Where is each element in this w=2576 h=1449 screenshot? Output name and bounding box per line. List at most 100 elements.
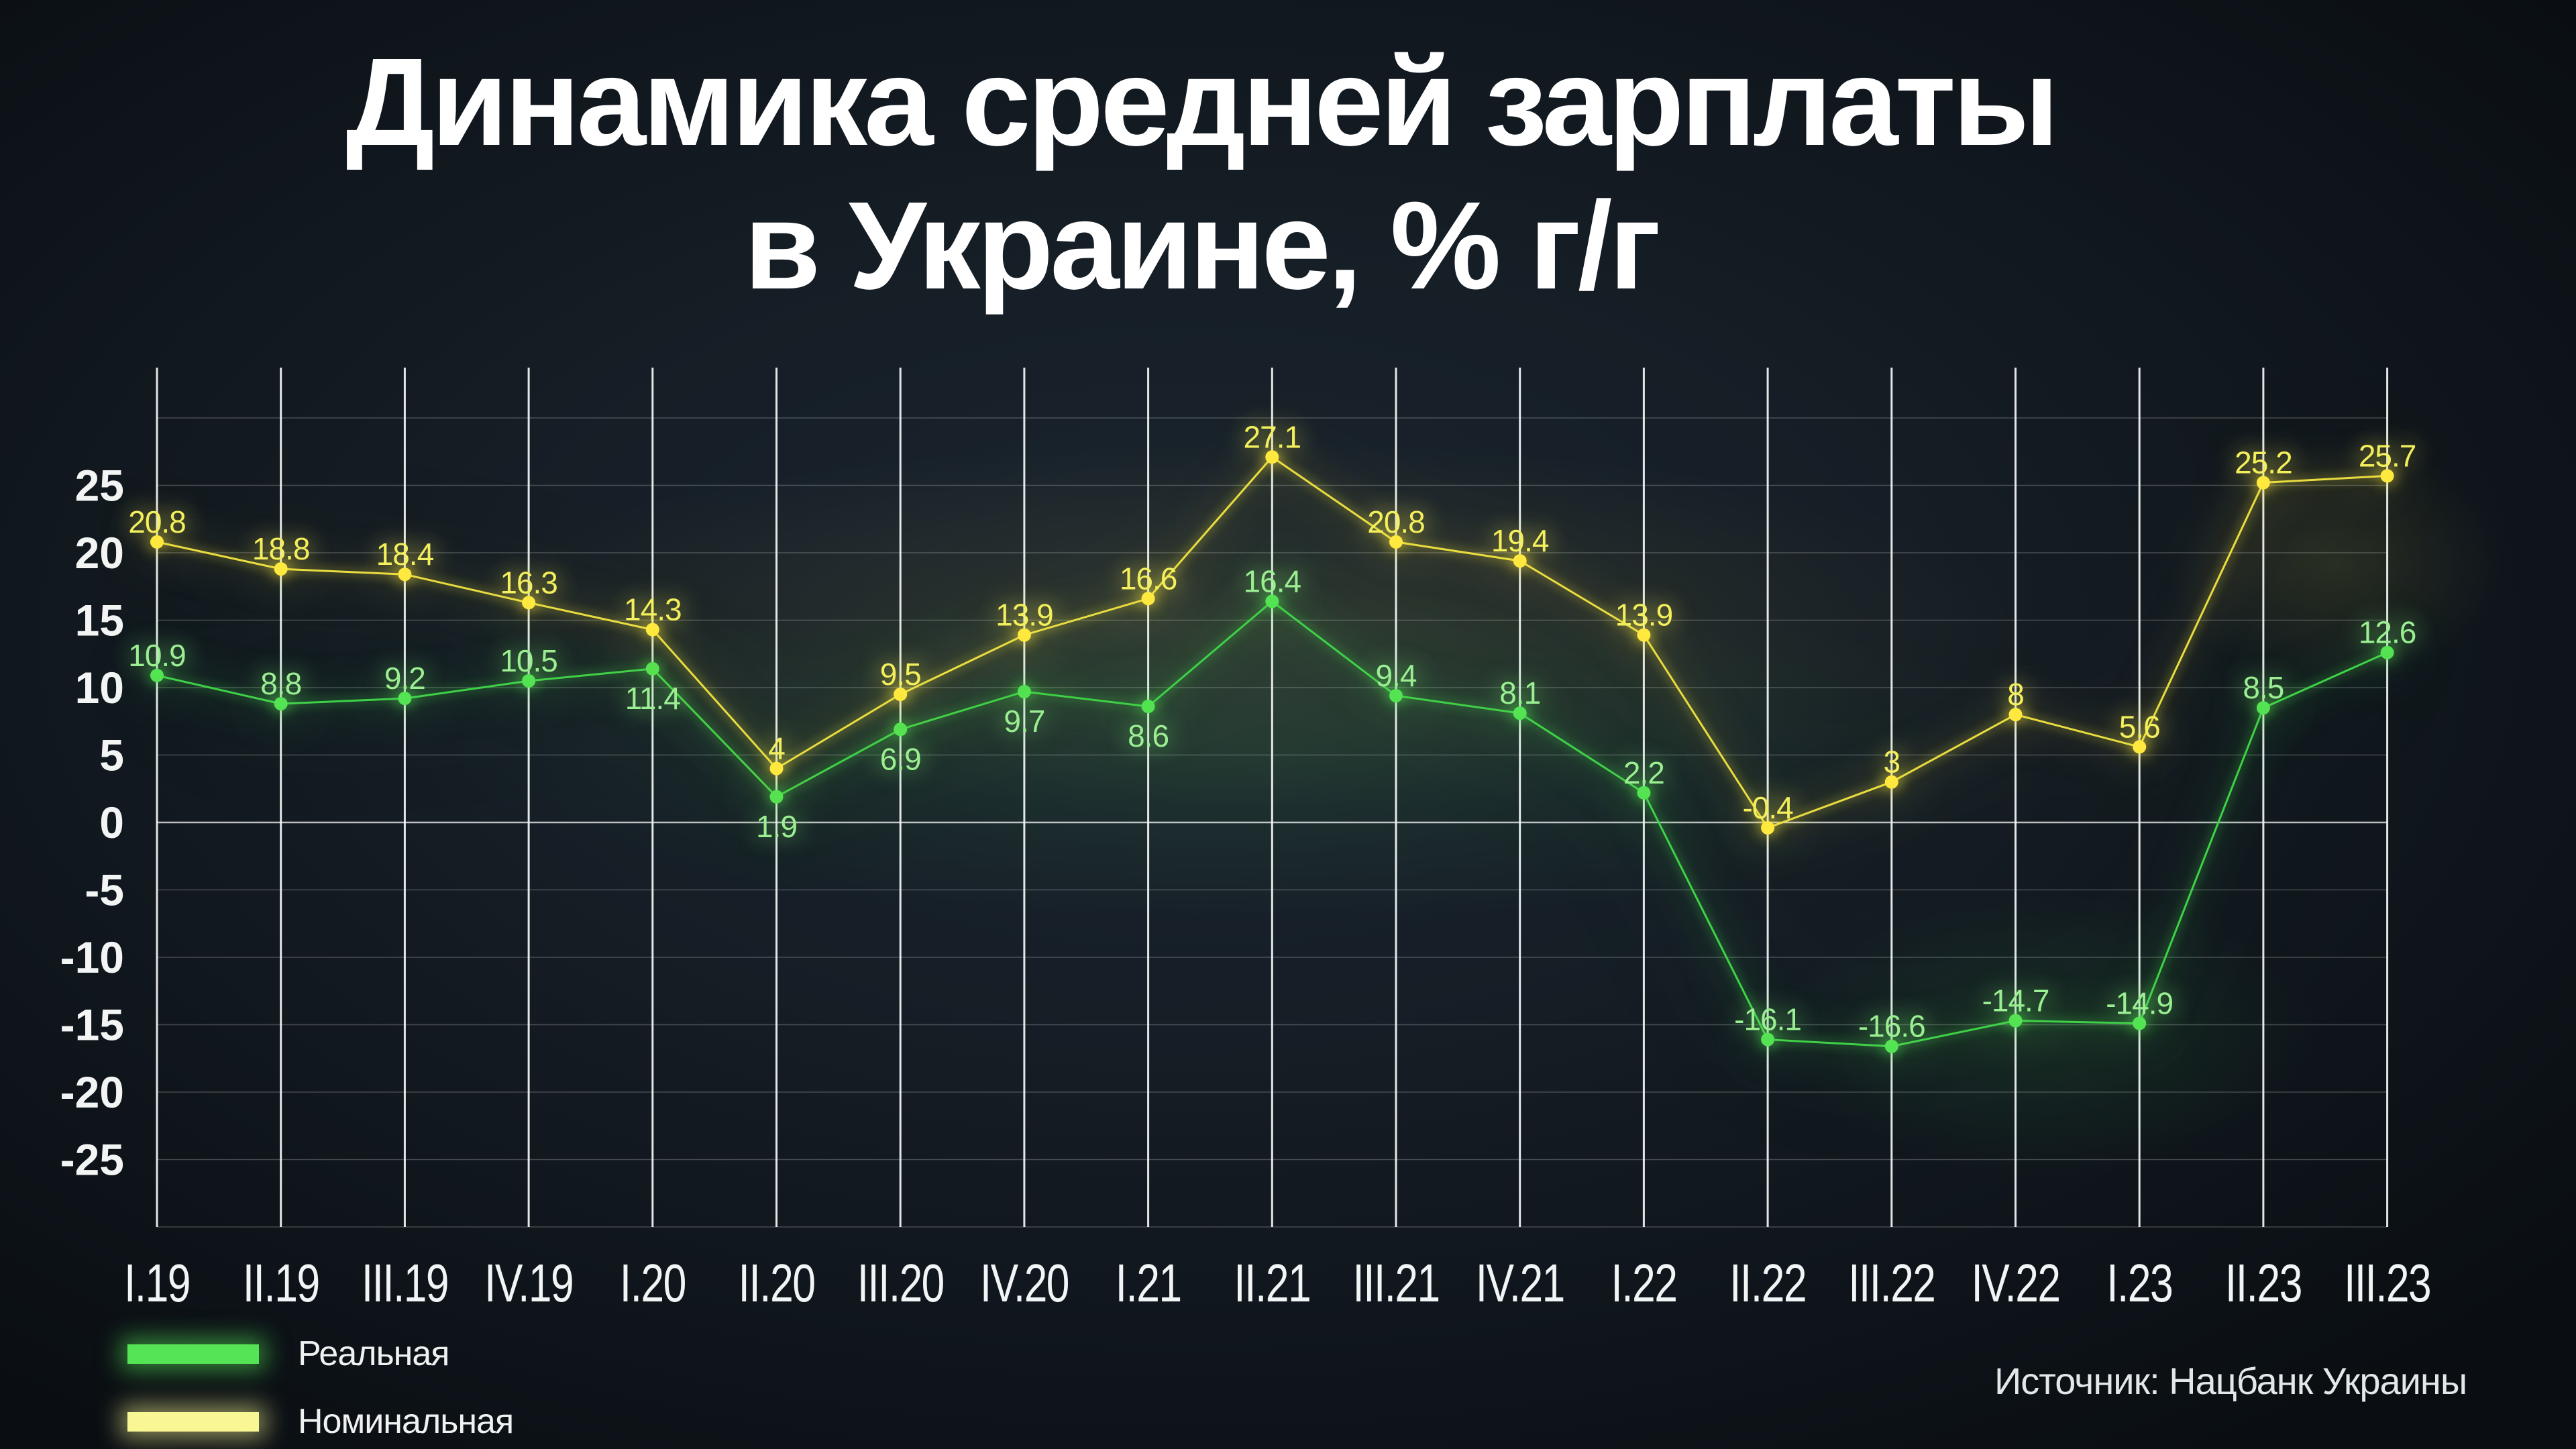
- data-label-nominal: 25.2: [2235, 445, 2292, 480]
- data-point-real: [398, 692, 412, 706]
- x-tick-label: III.21: [1353, 1253, 1440, 1313]
- x-tick-label: III.19: [362, 1253, 448, 1313]
- x-tick-label: II.23: [2225, 1253, 2302, 1313]
- x-tick-label: II.21: [1234, 1253, 1310, 1313]
- data-label-real: -16.6: [1858, 1009, 1925, 1044]
- y-tick-label: 0: [99, 798, 124, 847]
- data-label-real: 9.2: [384, 661, 425, 696]
- data-label-nominal: 18.8: [252, 531, 310, 566]
- data-point-nominal: [645, 623, 659, 637]
- data-label-nominal: 4: [768, 731, 785, 766]
- data-label-nominal: 18.4: [376, 537, 434, 572]
- data-label-nominal: 27.1: [1244, 419, 1301, 454]
- data-point-real: [1017, 685, 1031, 698]
- legend-label-nominal: Номинальная: [298, 1402, 514, 1441]
- data-label-nominal: 5.6: [2119, 709, 2160, 744]
- data-label-nominal: 3: [1884, 745, 1900, 780]
- data-point-nominal: [274, 562, 288, 576]
- data-point-nominal: [1265, 450, 1279, 464]
- data-point-real: [645, 661, 659, 676]
- data-label-nominal: 20.8: [128, 504, 186, 539]
- data-label-real: 10.9: [128, 638, 186, 673]
- legend-swatch-real: [127, 1344, 259, 1364]
- data-point-real: [2380, 645, 2394, 659]
- data-label-nominal: 16.3: [500, 565, 557, 600]
- legend: Реальная Номинальная: [127, 1334, 514, 1442]
- data-label-nominal: 25.7: [2359, 438, 2416, 473]
- y-tick-label: 5: [99, 731, 124, 780]
- data-point-real: [150, 668, 164, 682]
- data-label-nominal: 8: [2007, 677, 2024, 712]
- data-point-nominal: [1637, 628, 1651, 642]
- legend-item-real: Реальная: [127, 1334, 513, 1374]
- data-label-real: 11.4: [625, 681, 681, 716]
- legend-label-real: Реальная: [298, 1334, 449, 1373]
- data-point-nominal: [1884, 775, 1898, 789]
- data-label-nominal: 20.8: [1367, 504, 1425, 539]
- x-tick-label: IV.22: [1972, 1253, 2060, 1313]
- data-point-real: [1761, 1032, 1775, 1046]
- y-tick-label: -15: [60, 1000, 124, 1050]
- data-point-real: [2133, 1016, 2147, 1030]
- data-point-real: [274, 697, 288, 711]
- x-tick-label: I.22: [1611, 1253, 1676, 1313]
- data-point-real: [2256, 701, 2270, 715]
- data-label-real: 9.7: [1004, 704, 1044, 739]
- data-point-nominal: [522, 596, 536, 610]
- data-point-nominal: [2008, 708, 2023, 722]
- data-point-nominal: [398, 568, 412, 582]
- data-point-real: [894, 722, 908, 737]
- data-label-real: 8.8: [260, 666, 301, 701]
- data-point-nominal: [769, 761, 784, 775]
- data-label-real: 8.5: [2243, 670, 2284, 705]
- data-label-real: 16.4: [1244, 564, 1301, 598]
- y-tick-label: -25: [60, 1135, 124, 1185]
- data-label-nominal: 13.9: [996, 598, 1053, 633]
- x-tick-label: III.23: [2344, 1253, 2430, 1313]
- data-point-nominal: [1513, 554, 1527, 568]
- source-credit: Источник: Нацбанк Украины: [1994, 1360, 2467, 1402]
- x-tick-label: III.22: [1848, 1253, 1935, 1313]
- data-point-nominal: [2256, 476, 2270, 490]
- data-point-real: [1884, 1039, 1898, 1053]
- y-tick-label: -5: [85, 865, 124, 915]
- data-point-nominal: [894, 688, 908, 701]
- x-tick-label: II.19: [243, 1253, 319, 1313]
- y-tick-label: 15: [75, 596, 124, 645]
- x-tick-label: II.22: [1729, 1253, 1806, 1313]
- y-tick-label: -20: [60, 1067, 124, 1117]
- data-label-real: 8.1: [1499, 676, 1540, 710]
- data-label-real: 6.9: [880, 741, 921, 776]
- data-point-real: [2008, 1014, 2023, 1028]
- y-tick-label: 10: [75, 663, 124, 712]
- data-point-nominal: [1389, 535, 1403, 549]
- data-point-real: [1637, 786, 1651, 800]
- legend-item-nominal: Номинальная: [127, 1401, 514, 1442]
- data-label-real: -14.7: [1982, 983, 2049, 1018]
- data-point-nominal: [2380, 469, 2394, 483]
- x-tick-label: IV.20: [980, 1253, 1069, 1313]
- data-point-real: [1513, 706, 1527, 720]
- x-tick-label: IV.21: [1476, 1253, 1564, 1313]
- x-tick-label: I.20: [620, 1253, 686, 1313]
- data-point-nominal: [150, 535, 164, 549]
- data-label-real: 1.9: [756, 809, 797, 844]
- data-point-nominal: [1761, 821, 1775, 835]
- data-label-real: 8.6: [1128, 718, 1169, 753]
- data-label-nominal: 13.9: [1615, 598, 1673, 633]
- data-label-real: 2.2: [1623, 755, 1664, 790]
- x-tick-label: I.19: [124, 1253, 190, 1313]
- data-label-real: 12.6: [2359, 615, 2416, 650]
- x-tick-label: IV.19: [484, 1253, 573, 1313]
- data-point-real: [1265, 594, 1279, 608]
- x-tick-label: III.20: [857, 1253, 944, 1313]
- data-label-nominal: 9.5: [880, 657, 921, 692]
- data-point-nominal: [2133, 740, 2147, 754]
- legend-swatch-nominal: [127, 1411, 259, 1432]
- data-label-real: -16.1: [1734, 1002, 1801, 1037]
- x-tick-label: I.21: [1116, 1253, 1181, 1313]
- data-point-nominal: [1141, 592, 1155, 606]
- y-tick-label: -10: [60, 932, 124, 982]
